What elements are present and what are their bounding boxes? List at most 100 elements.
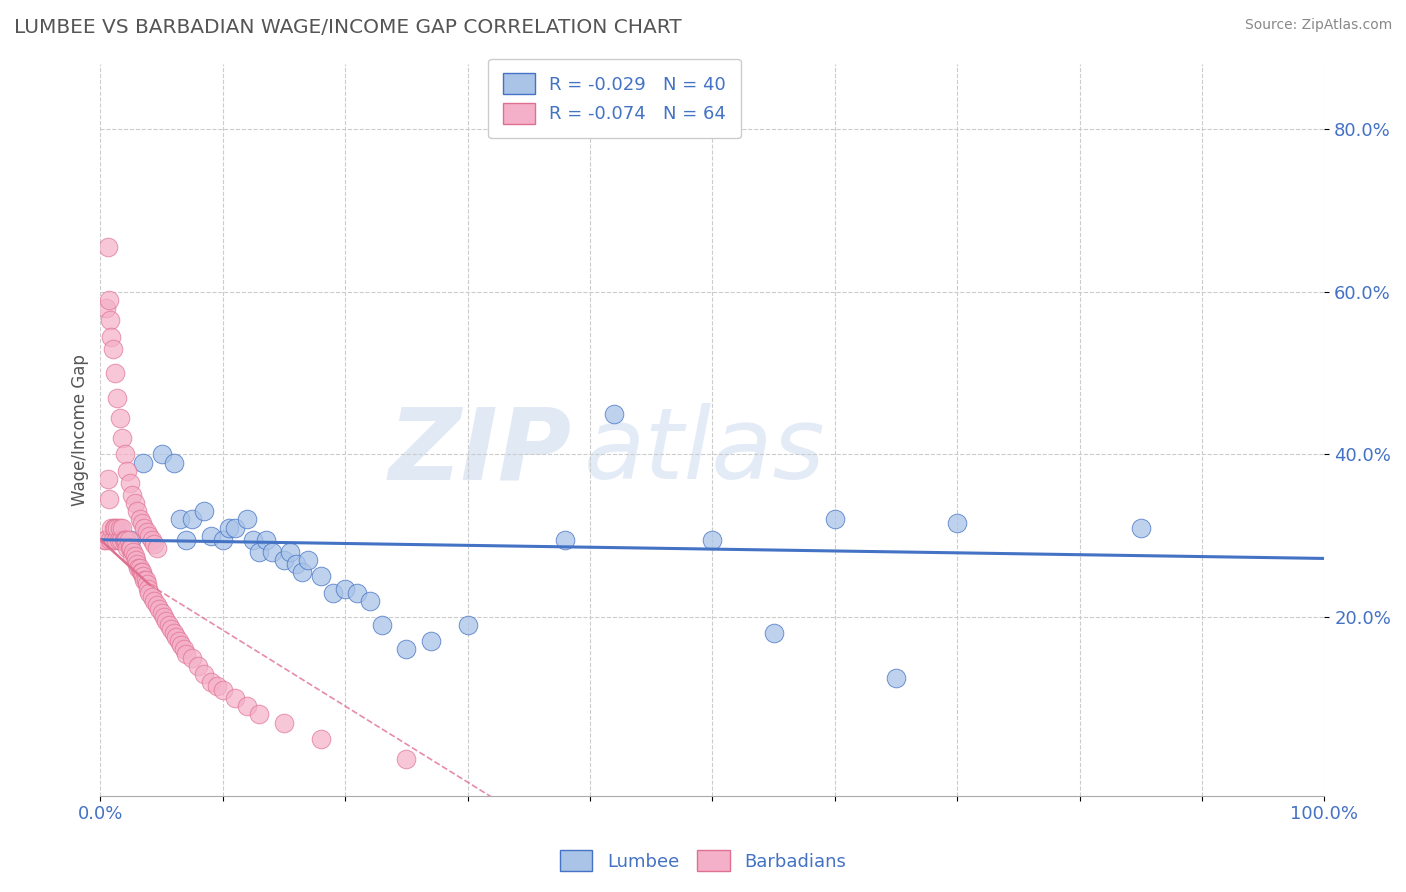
Point [131, 566, 153, 580]
Point [121, 488, 143, 502]
Point [97, 240, 120, 254]
Point [124, 549, 146, 563]
Point [145, 598, 167, 612]
Text: LUMBEE VS BARBADIAN WAGE/INCOME GAP CORRELATION CHART: LUMBEE VS BARBADIAN WAGE/INCOME GAP CORR… [14, 18, 682, 37]
Point [200, 675, 222, 690]
Y-axis label: Wage/Income Gap: Wage/Income Gap [72, 354, 89, 506]
Point [128, 561, 150, 575]
Point [104, 520, 127, 534]
Point [107, 533, 129, 547]
Point [117, 533, 139, 547]
Point [249, 707, 271, 722]
Point [108, 410, 131, 425]
Point [359, 593, 381, 607]
Point [173, 642, 195, 657]
Point [134, 520, 156, 534]
Legend: R = -0.029   N = 40, R = -0.074   N = 64: R = -0.029 N = 40, R = -0.074 N = 64 [488, 59, 741, 138]
Point [163, 626, 186, 640]
Point [155, 614, 177, 628]
Point [96, 301, 118, 315]
Point [346, 585, 368, 599]
Point [242, 533, 264, 547]
Point [134, 574, 156, 588]
Point [236, 512, 259, 526]
Point [100, 520, 122, 534]
Point [291, 566, 314, 580]
Point [98, 313, 121, 327]
Text: ZIP: ZIP [388, 403, 572, 500]
Point [121, 549, 143, 563]
Point [170, 639, 193, 653]
Point [218, 520, 240, 534]
Point [153, 610, 176, 624]
Point [702, 533, 724, 547]
Point [143, 537, 166, 551]
Point [205, 679, 228, 693]
Point [371, 618, 394, 632]
Point [135, 577, 157, 591]
Point [254, 533, 277, 547]
Point [278, 545, 301, 559]
Point [249, 545, 271, 559]
Point [124, 496, 146, 510]
Legend: Lumbee, Barbadians: Lumbee, Barbadians [553, 843, 853, 879]
Point [395, 752, 418, 766]
Point [117, 464, 139, 478]
Point [104, 366, 127, 380]
Point [148, 602, 170, 616]
Point [457, 618, 479, 632]
Point [101, 533, 124, 547]
Text: atlas: atlas [583, 403, 825, 500]
Point [1129, 520, 1152, 534]
Point [211, 533, 233, 547]
Point [125, 553, 148, 567]
Point [120, 533, 142, 547]
Point [135, 574, 157, 588]
Point [297, 553, 319, 567]
Point [174, 647, 197, 661]
Point [108, 520, 131, 534]
Point [309, 569, 332, 583]
Point [200, 529, 222, 543]
Point [107, 391, 129, 405]
Point [118, 541, 141, 555]
Point [884, 671, 907, 685]
Point [285, 557, 308, 571]
Point [105, 533, 128, 547]
Point [143, 593, 166, 607]
Point [98, 533, 121, 547]
Point [128, 512, 150, 526]
Point [100, 329, 122, 343]
Point [101, 342, 124, 356]
Point [167, 634, 190, 648]
Point [145, 541, 167, 555]
Point [127, 561, 149, 575]
Point [554, 533, 576, 547]
Point [169, 512, 191, 526]
Point [107, 520, 129, 534]
Point [115, 533, 138, 547]
Point [97, 472, 120, 486]
Point [157, 618, 180, 632]
Point [211, 683, 233, 698]
Point [138, 585, 160, 599]
Point [122, 545, 145, 559]
Point [114, 533, 136, 547]
Point [120, 541, 142, 555]
Point [131, 516, 153, 531]
Point [150, 606, 173, 620]
Point [193, 504, 215, 518]
Point [181, 512, 204, 526]
Point [603, 407, 626, 421]
Point [141, 533, 163, 547]
Point [103, 520, 125, 534]
Point [160, 622, 183, 636]
Point [174, 533, 197, 547]
Point [110, 533, 132, 547]
Point [193, 666, 215, 681]
Point [129, 566, 152, 580]
Point [114, 447, 136, 461]
Point [111, 431, 134, 445]
Point [150, 447, 173, 461]
Point [117, 541, 139, 555]
